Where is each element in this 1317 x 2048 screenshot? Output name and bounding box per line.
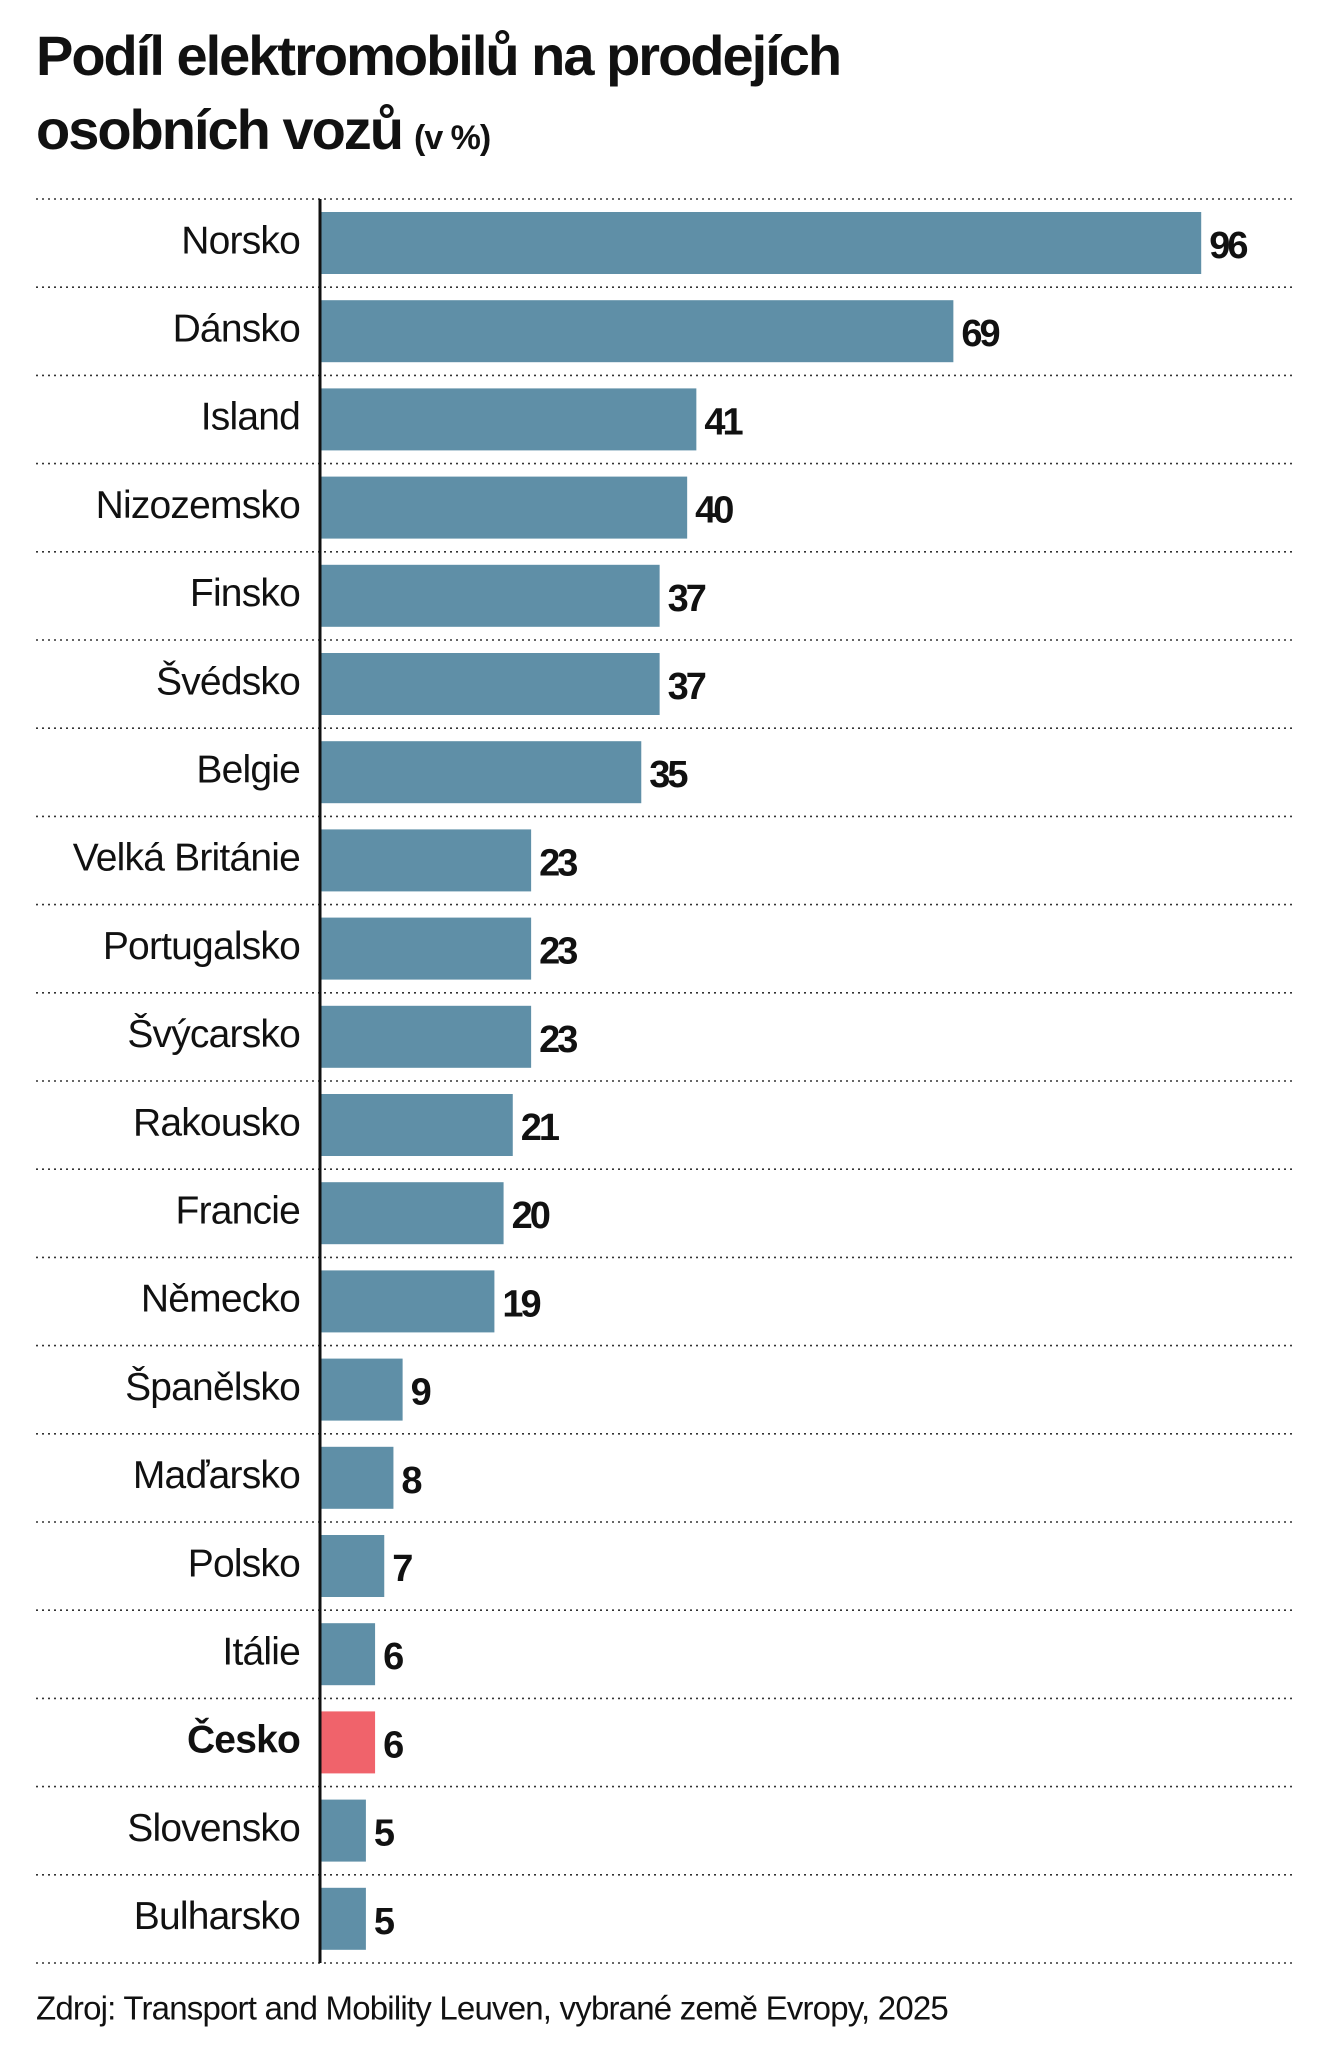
value-label: 6 bbox=[383, 1636, 403, 1678]
category-label: Španělsko bbox=[125, 1365, 300, 1409]
bar bbox=[320, 1005, 532, 1068]
value-label: 5 bbox=[374, 1901, 395, 1943]
bar bbox=[320, 1887, 366, 1950]
bar bbox=[320, 1094, 513, 1156]
category-label: Slovensko bbox=[127, 1807, 300, 1850]
chart-subtitle: (v %) bbox=[414, 119, 490, 157]
bar bbox=[320, 1535, 385, 1597]
value-label: 6 bbox=[383, 1724, 403, 1766]
value-label: 96 bbox=[1209, 225, 1247, 267]
category-label: Itálie bbox=[222, 1630, 300, 1673]
category-label: Dánsko bbox=[173, 307, 301, 350]
bar bbox=[320, 653, 660, 715]
category-label: Maďarsko bbox=[133, 1454, 300, 1497]
category-label: Rakousko bbox=[133, 1101, 300, 1144]
bar bbox=[320, 1711, 376, 1774]
value-label: 20 bbox=[512, 1195, 550, 1237]
category-label: Švýcarsko bbox=[127, 1012, 300, 1056]
chart-title-line: Podíl elektromobilů na prodejích bbox=[36, 24, 840, 87]
category-label: Francie bbox=[176, 1189, 300, 1232]
category-label: Polsko bbox=[188, 1542, 300, 1585]
category-label: Nizozemsko bbox=[96, 484, 300, 527]
bar bbox=[320, 1446, 394, 1509]
bar bbox=[320, 829, 532, 892]
value-label: 19 bbox=[502, 1283, 540, 1325]
bar bbox=[320, 212, 1202, 274]
value-label: 9 bbox=[411, 1372, 431, 1414]
bar bbox=[320, 564, 660, 627]
value-label: 23 bbox=[539, 842, 577, 884]
category-label: Belgie bbox=[196, 748, 300, 791]
value-label: 21 bbox=[521, 1107, 560, 1149]
bar bbox=[320, 1623, 376, 1686]
bar bbox=[320, 300, 954, 363]
value-label: 69 bbox=[961, 313, 999, 355]
bar bbox=[320, 388, 697, 451]
source: Zdroj: Transport and Mobility Leuven, vy… bbox=[36, 1990, 948, 2027]
bar bbox=[320, 917, 532, 980]
value-label: 23 bbox=[539, 931, 577, 973]
chart-title-line: osobních vozů bbox=[36, 98, 402, 161]
bar bbox=[320, 1182, 504, 1245]
category-label: Německo bbox=[141, 1278, 300, 1321]
value-label: 7 bbox=[392, 1548, 412, 1590]
value-label: 5 bbox=[374, 1813, 395, 1855]
value-label: 40 bbox=[695, 490, 733, 532]
category-label: Island bbox=[201, 396, 300, 439]
bar bbox=[320, 741, 642, 804]
bar bbox=[320, 1270, 495, 1333]
value-label: 37 bbox=[668, 666, 706, 708]
category-label: Portugalsko bbox=[103, 925, 300, 968]
category-label: Česko bbox=[187, 1717, 300, 1762]
category-label: Velká Británie bbox=[73, 837, 300, 880]
chart-title-line: osobních vozů (v %) bbox=[36, 98, 490, 161]
value-label: 37 bbox=[668, 578, 706, 620]
bar bbox=[320, 476, 688, 539]
value-label: 23 bbox=[539, 1019, 577, 1061]
category-label: Švédsko bbox=[156, 659, 300, 703]
value-label: 41 bbox=[704, 401, 743, 443]
bar bbox=[320, 1799, 366, 1862]
category-label: Bulharsko bbox=[134, 1895, 300, 1938]
category-label: Finsko bbox=[190, 572, 300, 615]
value-label: 35 bbox=[649, 754, 688, 796]
bar bbox=[320, 1358, 403, 1421]
category-label: Norsko bbox=[181, 219, 300, 262]
value-label: 8 bbox=[401, 1460, 421, 1502]
